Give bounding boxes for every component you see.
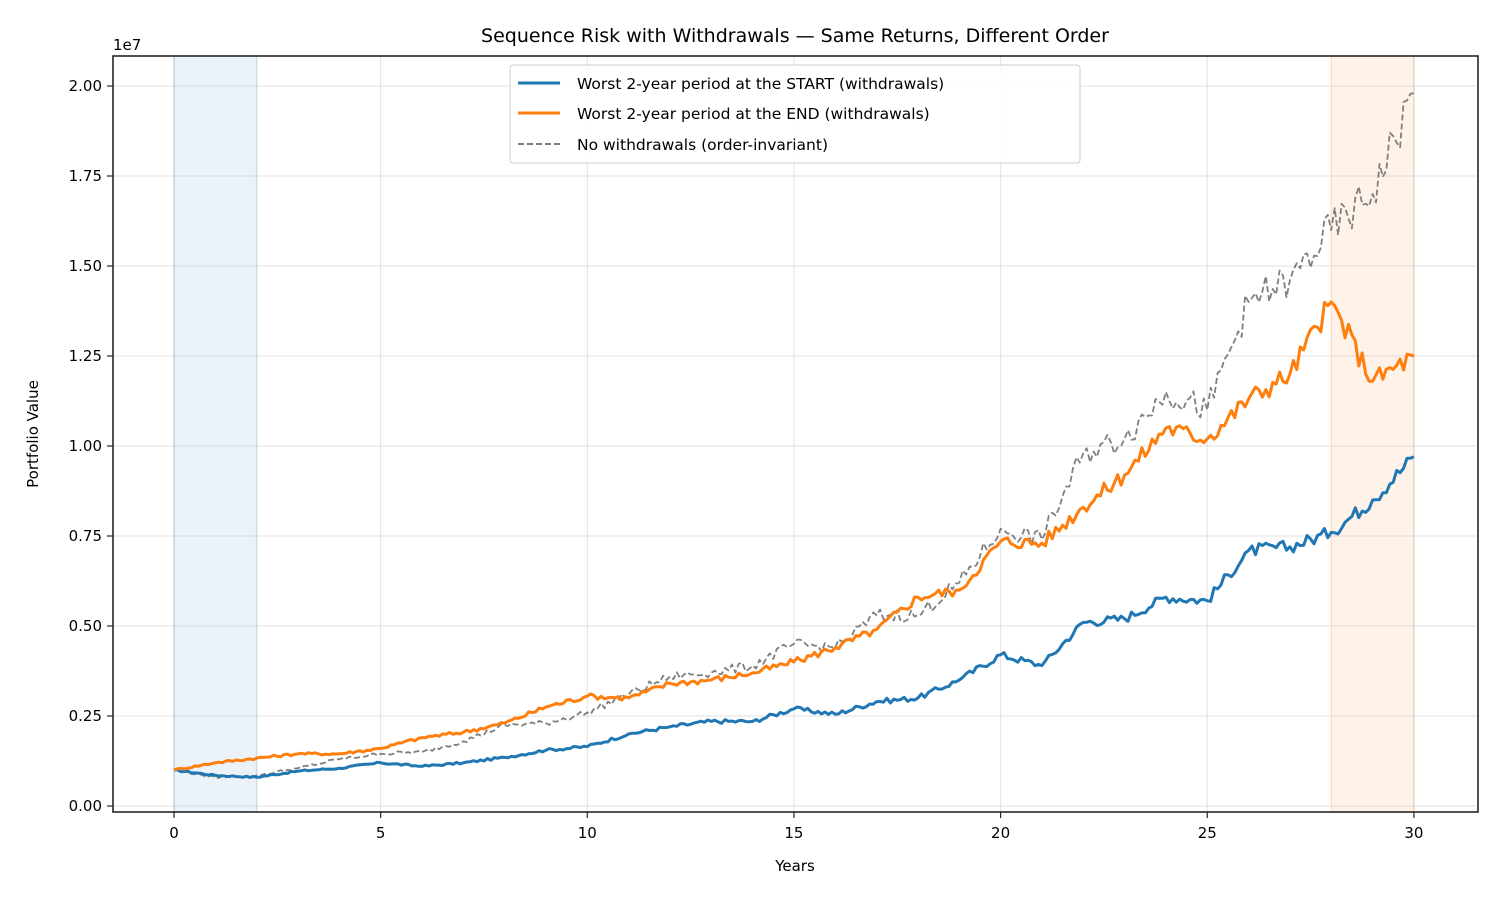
- chart-title: Sequence Risk with Withdrawals — Same Re…: [481, 25, 1109, 47]
- legend-box: [509, 64, 1081, 164]
- x-axis-ticks: 0 5 10 15 20 25 30: [169, 812, 1423, 842]
- x-axis-label: Years: [774, 857, 815, 875]
- y-tick-label: 0.50: [69, 617, 102, 635]
- x-tick-label: 25: [1198, 824, 1217, 842]
- y-tick-label: 0.75: [69, 527, 102, 545]
- series-line-no-withdrawals: [174, 92, 1415, 779]
- legend-label-no-withdrawals: No withdrawals (order-invariant): [577, 136, 828, 154]
- x-tick-label: 0: [169, 824, 179, 842]
- legend: Worst 2-year period at the START (withdr…: [509, 64, 1081, 164]
- y-tick-label: 1.50: [69, 257, 102, 275]
- worst-period-end-band: [1331, 56, 1414, 812]
- series-line-start: [173, 455, 1415, 779]
- y-tick-label: 1.25: [69, 347, 102, 365]
- y-tick-label: 1.00: [69, 437, 102, 455]
- y-axis-label: Portfolio Value: [24, 380, 42, 488]
- x-tick-label: 30: [1404, 824, 1423, 842]
- series-lines: [173, 92, 1415, 779]
- y-tick-label: 1.75: [69, 167, 102, 185]
- y-offset-label: 1e7: [113, 36, 141, 54]
- y-axis-ticks: 0.00 0.25 0.50 0.75 1.00 1.25 1.50 1.75 2.00: [69, 77, 113, 815]
- legend-label-end: Worst 2-year period at the END (withdraw…: [577, 105, 930, 123]
- y-tick-label: 2.00: [69, 77, 102, 95]
- legend-label-start: Worst 2-year period at the START (withdr…: [577, 75, 944, 93]
- shaded-regions: [173, 56, 1415, 812]
- series-line-end: [173, 300, 1415, 772]
- plot-frame: [112, 55, 1479, 813]
- x-tick-label: 20: [991, 824, 1010, 842]
- y-tick-label: 0.25: [69, 707, 102, 725]
- x-tick-label: 10: [578, 824, 597, 842]
- x-tick-label: 5: [376, 824, 386, 842]
- y-tick-label: 0.00: [69, 797, 102, 815]
- gridlines: [113, 56, 1478, 812]
- x-tick-label: 15: [784, 824, 803, 842]
- worst-period-start-band: [174, 56, 257, 812]
